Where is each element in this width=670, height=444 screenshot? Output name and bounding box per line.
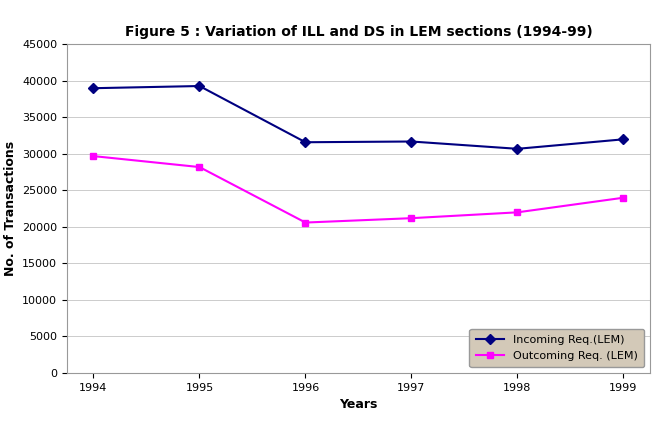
Outcoming Req. (LEM) bbox=[619, 195, 627, 200]
Title: Figure 5 : Variation of ILL and DS in LEM sections (1994-99): Figure 5 : Variation of ILL and DS in LE… bbox=[125, 25, 592, 39]
Outcoming Req. (LEM) bbox=[513, 210, 521, 215]
Outcoming Req. (LEM) bbox=[407, 215, 415, 221]
Outcoming Req. (LEM) bbox=[90, 154, 98, 159]
Incoming Req.(LEM) bbox=[407, 139, 415, 144]
X-axis label: Years: Years bbox=[339, 398, 378, 411]
Line: Incoming Req.(LEM): Incoming Req.(LEM) bbox=[90, 83, 627, 152]
Incoming Req.(LEM) bbox=[90, 86, 98, 91]
Y-axis label: No. of Transactions: No. of Transactions bbox=[3, 141, 17, 276]
Line: Outcoming Req. (LEM): Outcoming Req. (LEM) bbox=[90, 153, 627, 226]
Incoming Req.(LEM) bbox=[619, 137, 627, 142]
Incoming Req.(LEM) bbox=[302, 139, 310, 145]
Outcoming Req. (LEM) bbox=[196, 164, 204, 170]
Incoming Req.(LEM) bbox=[513, 146, 521, 151]
Legend: Incoming Req.(LEM), Outcoming Req. (LEM): Incoming Req.(LEM), Outcoming Req. (LEM) bbox=[470, 329, 645, 367]
Outcoming Req. (LEM) bbox=[302, 220, 310, 225]
Incoming Req.(LEM) bbox=[196, 83, 204, 89]
